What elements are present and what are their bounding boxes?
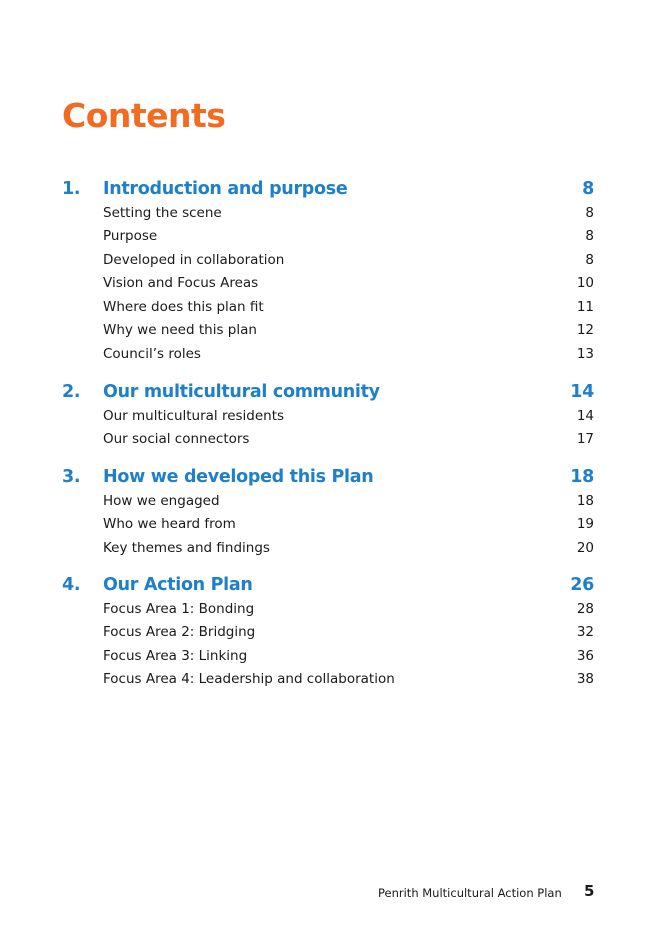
- entry-page: 18: [576, 492, 594, 509]
- toc-entry[interactable]: Developed in collaboration 8: [62, 249, 594, 273]
- entry-page: 32: [576, 624, 594, 640]
- toc-entry[interactable]: Setting the scene 8: [62, 202, 594, 226]
- toc-entry[interactable]: Focus Area 4: Leadership and collaborati…: [62, 668, 594, 692]
- toc-section-heading[interactable]: 2. Our multicultural community 14: [62, 380, 594, 405]
- entry-page: 38: [576, 671, 594, 687]
- toc-section: 3. How we developed this Plan 18 How we …: [62, 465, 594, 561]
- toc-section: 4. Our Action Plan 26 Focus Area 1: Bond…: [62, 573, 594, 692]
- toc-section: 2. Our multicultural community 14 Our mu…: [62, 380, 594, 452]
- entry-title: Focus Area 3: Linking: [103, 647, 248, 664]
- toc-entry[interactable]: Key themes and findings 20: [62, 537, 594, 561]
- toc-entry[interactable]: Council’s roles 13: [62, 343, 594, 367]
- section-title: Introduction and purpose: [103, 178, 348, 199]
- entry-title: Council’s roles: [103, 345, 201, 362]
- toc-section: 1. Introduction and purpose 8 Setting th…: [62, 177, 594, 367]
- section-number: 1.: [62, 178, 81, 199]
- entry-title: Focus Area 1: Bonding: [103, 600, 255, 617]
- entry-page: 13: [576, 345, 594, 362]
- toc-entry[interactable]: Why we need this plan 12: [62, 319, 594, 343]
- section-number: 3.: [62, 466, 81, 487]
- entry-title: Developed in collaboration: [103, 251, 285, 268]
- section-page: 26: [570, 574, 594, 595]
- entry-title: Purpose: [103, 228, 158, 244]
- footer-document-title: Penrith Multicultural Action Plan: [378, 886, 562, 900]
- toc-section-heading[interactable]: 4. Our Action Plan 26: [62, 573, 594, 598]
- entry-page: 14: [576, 407, 594, 424]
- toc-entry[interactable]: Where does this plan fit 11: [62, 296, 594, 320]
- entry-title: Focus Area 4: Leadership and collaborati…: [103, 671, 395, 687]
- section-number: 2.: [62, 381, 81, 402]
- toc-entry[interactable]: How we engaged 18: [62, 490, 594, 514]
- entry-page: 28: [576, 600, 594, 617]
- entry-title: Key themes and findings: [103, 539, 270, 556]
- entry-title: Focus Area 2: Bridging: [103, 624, 256, 640]
- section-title: Our multicultural community: [103, 381, 380, 402]
- toc-entry[interactable]: Our social connectors 17: [62, 428, 594, 452]
- entry-page: 8: [585, 251, 594, 268]
- entry-title: How we engaged: [103, 492, 220, 509]
- entry-page: 36: [576, 647, 594, 664]
- section-page: 18: [570, 466, 594, 487]
- entry-page: 8: [585, 204, 594, 221]
- section-title: How we developed this Plan: [103, 466, 374, 487]
- toc-section-heading[interactable]: 1. Introduction and purpose 8: [62, 177, 594, 202]
- toc-entry[interactable]: Purpose 8: [62, 225, 594, 249]
- entry-page: 8: [585, 228, 594, 244]
- entry-page: 11: [576, 298, 594, 315]
- toc-section-heading[interactable]: 3. How we developed this Plan 18: [62, 465, 594, 490]
- entry-title: Setting the scene: [103, 204, 222, 221]
- entry-page: 10: [576, 275, 594, 291]
- entry-title: Our multicultural residents: [103, 407, 285, 424]
- entry-page: 20: [576, 539, 594, 556]
- entry-page: 17: [576, 431, 594, 447]
- entry-title: Who we heard from: [103, 516, 236, 532]
- entry-page: 19: [576, 516, 594, 532]
- toc-entry[interactable]: Focus Area 2: Bridging 32: [62, 621, 594, 645]
- footer-page-number: 5: [584, 882, 595, 900]
- section-page: 8: [582, 178, 594, 199]
- page-title: Contents: [62, 96, 226, 135]
- section-title: Our Action Plan: [103, 574, 253, 595]
- entry-title: Our social connectors: [103, 431, 250, 447]
- toc-entry[interactable]: Focus Area 3: Linking 36: [62, 645, 594, 669]
- toc-entry[interactable]: Our multicultural residents 14: [62, 405, 594, 429]
- toc-entry[interactable]: Vision and Focus Areas 10: [62, 272, 594, 296]
- entry-title: Vision and Focus Areas: [103, 275, 259, 291]
- toc-entry[interactable]: Focus Area 1: Bonding 28: [62, 598, 594, 622]
- entry-page: 12: [576, 322, 594, 338]
- section-page: 14: [570, 381, 594, 402]
- entry-title: Where does this plan fit: [103, 298, 264, 315]
- entry-title: Why we need this plan: [103, 322, 257, 338]
- section-number: 4.: [62, 574, 81, 595]
- toc-entry[interactable]: Who we heard from 19: [62, 513, 594, 537]
